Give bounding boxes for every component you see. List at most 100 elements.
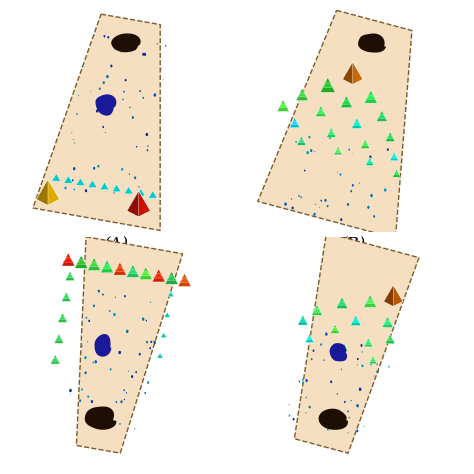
Polygon shape [102,264,112,269]
Polygon shape [62,292,71,301]
Ellipse shape [102,293,104,296]
Polygon shape [154,273,164,278]
Polygon shape [342,100,351,104]
Ellipse shape [128,371,129,372]
Ellipse shape [155,342,156,344]
Ellipse shape [102,126,104,128]
Polygon shape [297,136,306,146]
Polygon shape [74,255,88,268]
Ellipse shape [123,91,125,93]
Polygon shape [361,142,369,146]
Polygon shape [36,179,60,205]
Ellipse shape [356,404,359,408]
Ellipse shape [319,207,320,208]
Ellipse shape [291,198,292,199]
Ellipse shape [376,370,379,374]
Ellipse shape [311,358,312,360]
Polygon shape [305,334,314,343]
Ellipse shape [370,194,373,197]
Polygon shape [364,90,377,103]
Polygon shape [350,315,361,326]
Polygon shape [100,182,109,190]
Polygon shape [127,191,139,217]
Ellipse shape [73,139,74,140]
Ellipse shape [347,432,348,434]
Ellipse shape [139,90,141,92]
Polygon shape [319,409,348,430]
Text: (B): (B) [340,237,366,254]
Ellipse shape [347,203,349,206]
Ellipse shape [360,344,363,347]
Polygon shape [343,62,353,84]
Polygon shape [335,149,342,152]
Polygon shape [385,334,395,344]
Ellipse shape [135,371,137,373]
Ellipse shape [126,330,128,333]
Ellipse shape [103,81,105,84]
Polygon shape [277,100,289,111]
Polygon shape [299,318,307,322]
Ellipse shape [323,359,325,361]
Polygon shape [52,357,59,361]
Polygon shape [369,356,377,364]
Ellipse shape [87,341,88,342]
Ellipse shape [154,93,156,97]
Polygon shape [322,82,334,88]
Polygon shape [64,176,73,183]
Polygon shape [76,178,85,185]
Ellipse shape [144,53,146,56]
Ellipse shape [70,394,71,395]
Ellipse shape [347,410,349,412]
Polygon shape [311,304,322,315]
Ellipse shape [359,388,362,391]
Polygon shape [63,295,70,299]
Polygon shape [376,110,387,121]
Ellipse shape [109,107,111,109]
Ellipse shape [78,95,79,96]
Ellipse shape [109,310,110,312]
Polygon shape [62,253,75,266]
Polygon shape [382,316,393,328]
Polygon shape [353,121,361,125]
Ellipse shape [335,419,336,420]
Polygon shape [340,96,352,108]
Ellipse shape [320,343,322,346]
Polygon shape [330,324,340,333]
Ellipse shape [306,397,307,398]
Ellipse shape [149,347,151,349]
Ellipse shape [328,136,331,139]
Ellipse shape [109,410,110,411]
Ellipse shape [364,426,365,427]
Ellipse shape [369,155,372,159]
Polygon shape [148,191,157,198]
Ellipse shape [91,400,93,403]
Ellipse shape [301,196,302,199]
Ellipse shape [119,423,121,425]
Ellipse shape [134,176,136,179]
Ellipse shape [81,388,83,391]
Polygon shape [137,189,145,196]
Polygon shape [383,285,403,307]
Ellipse shape [367,206,370,209]
Polygon shape [331,327,339,331]
Polygon shape [386,135,394,139]
Ellipse shape [93,167,95,170]
Ellipse shape [138,186,139,187]
Ellipse shape [310,149,312,152]
Ellipse shape [132,116,134,119]
Ellipse shape [373,215,375,218]
Ellipse shape [295,141,297,143]
Polygon shape [370,358,376,361]
Polygon shape [352,318,360,322]
Ellipse shape [142,318,145,321]
Ellipse shape [302,382,304,384]
Ellipse shape [340,218,342,221]
Ellipse shape [388,366,390,368]
Ellipse shape [136,146,137,147]
Polygon shape [128,268,138,273]
Polygon shape [290,118,300,128]
Ellipse shape [327,205,328,207]
Ellipse shape [146,149,148,151]
Ellipse shape [284,202,287,206]
Ellipse shape [123,389,125,391]
